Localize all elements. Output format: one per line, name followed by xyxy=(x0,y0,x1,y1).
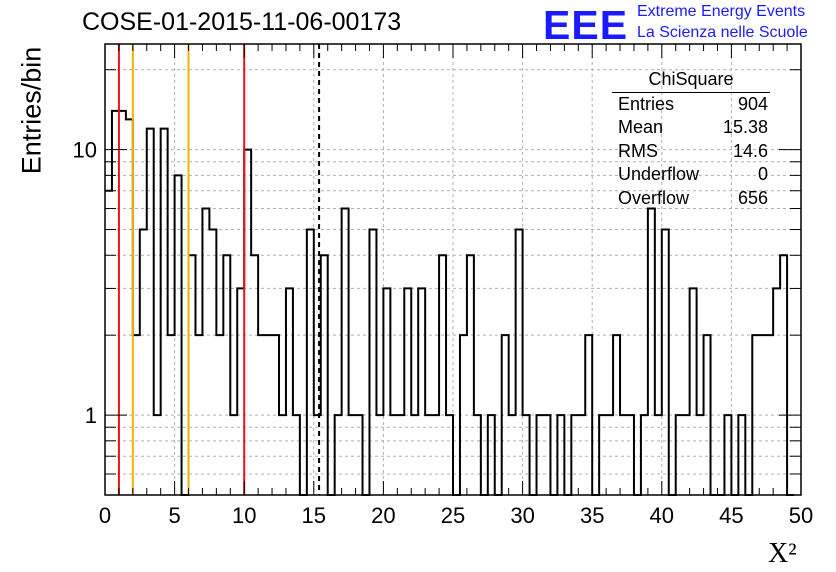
x-tick-label: 25 xyxy=(441,503,465,528)
y-tick-label: 10 xyxy=(73,138,97,163)
logo-subtitle-2: La Scienza nelle Scuole xyxy=(637,24,808,41)
x-tick-label: 50 xyxy=(789,503,813,528)
x-tick-label: 0 xyxy=(99,503,111,528)
x-tick-label: 45 xyxy=(719,503,743,528)
stats-row-rms: RMS 14.6 xyxy=(612,140,778,164)
stats-label: Underflow xyxy=(618,164,700,184)
x-tick-label: 35 xyxy=(580,503,604,528)
stats-label: Entries xyxy=(618,93,675,114)
stats-row-underflow: Underflow 0 xyxy=(612,163,778,187)
stats-value: 15.38 xyxy=(722,117,768,137)
stats-header: ChiSquare xyxy=(612,68,770,93)
stats-label: Overflow xyxy=(618,187,690,208)
stats-row-entries: Entries 904 xyxy=(612,93,778,117)
stats-label: Mean xyxy=(618,117,664,137)
y-tick-label: 1 xyxy=(85,403,97,428)
x-axis-label: X² xyxy=(768,538,797,569)
chart-title: COSE-01-2015-11-06-00173 xyxy=(82,8,402,36)
stats-label: RMS xyxy=(618,140,658,161)
eee-logo: EEE xyxy=(543,2,629,48)
x-tick-label: 20 xyxy=(371,503,395,528)
stats-value: 0 xyxy=(757,164,768,184)
x-tick-label: 10 xyxy=(232,503,256,528)
stats-value: 14.6 xyxy=(732,140,768,161)
x-tick-label: 5 xyxy=(168,503,180,528)
stats-value: 656 xyxy=(737,187,768,208)
logo-subtitle-1: Extreme Energy Events xyxy=(637,3,806,20)
stats-value: 904 xyxy=(737,93,768,114)
stats-row-overflow: Overflow 656 xyxy=(612,187,778,211)
x-tick-label: 15 xyxy=(302,503,326,528)
stats-box: ChiSquare Entries 904 Mean 15.38 RMS 14.… xyxy=(612,68,778,210)
stats-row-mean: Mean 15.38 xyxy=(612,116,778,140)
x-tick-label: 40 xyxy=(650,503,674,528)
x-tick-label: 30 xyxy=(510,503,534,528)
